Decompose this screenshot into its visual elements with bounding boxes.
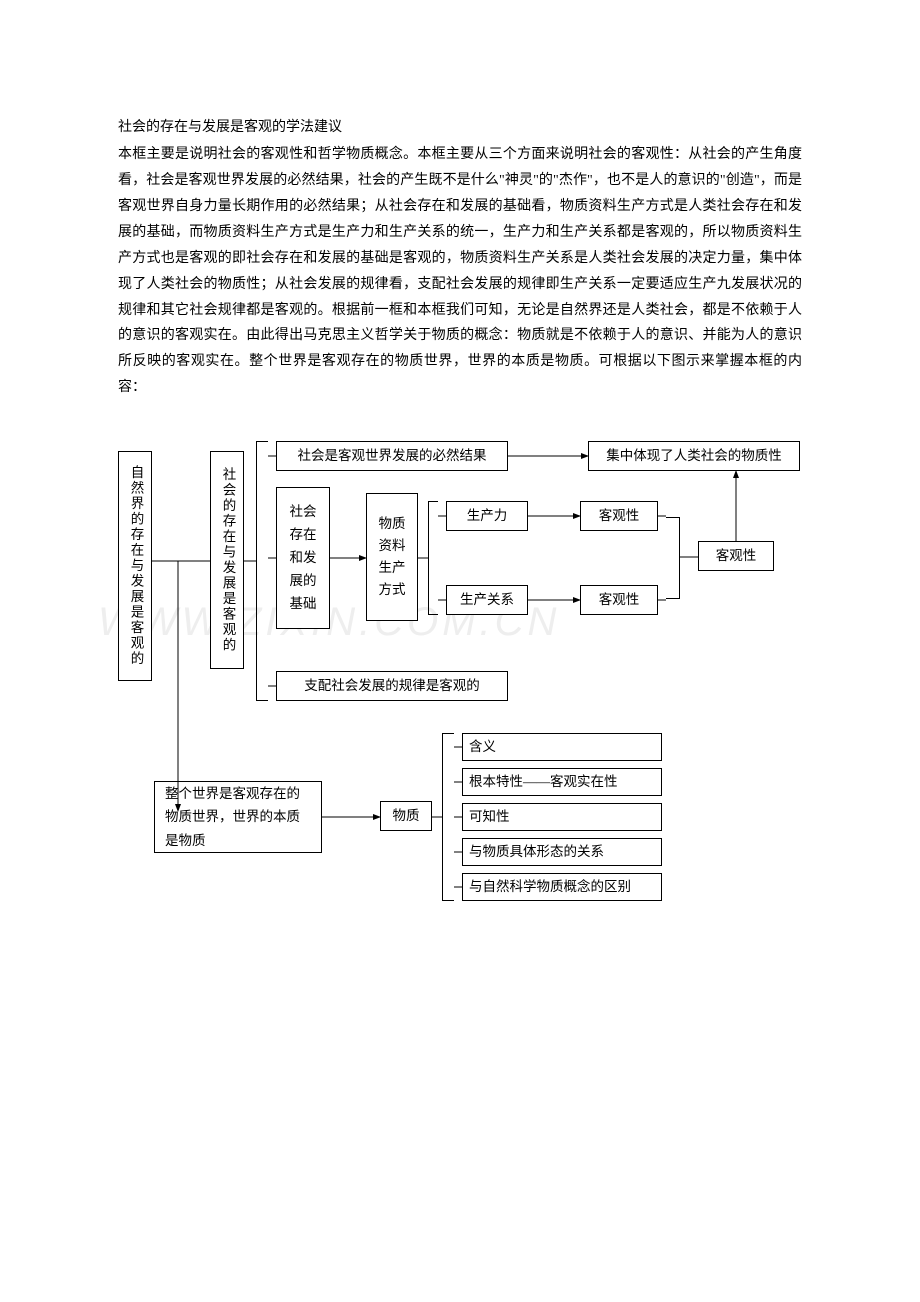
node-material: 物质资料生产方式: [366, 493, 418, 621]
node-basis: 社会存在和发展的基础: [276, 487, 330, 629]
node-m2: 根本特性——客观实在性: [462, 768, 662, 796]
body-paragraph: 本框主要是说明社会的客观性和哲学物质概念。本框主要从三个方面来说明社会的客观性：…: [118, 142, 802, 401]
node-m4: 与物质具体形态的关系: [462, 838, 662, 866]
node-obj2: 客观性: [580, 585, 658, 615]
node-obj3: 客观性: [698, 541, 774, 571]
page-title: 社会的存在与发展是客观的学法建议: [118, 115, 802, 140]
node-obj1: 客观性: [580, 501, 658, 531]
node-row1b: 集中体现了人类社会的物质性: [588, 441, 800, 471]
node-m5: 与自然科学物质概念的区别: [462, 873, 662, 901]
bracket-obj: [666, 517, 680, 599]
node-row1: 社会是客观世界发展的必然结果: [276, 441, 508, 471]
node-row3: 支配社会发展的规律是客观的: [276, 671, 508, 701]
bracket-society: [256, 441, 268, 701]
node-conclusion: 整个世界是客观存在的物质世界，世界的本质是物质: [154, 781, 322, 853]
bracket-material: [428, 501, 438, 615]
node-m1: 含义: [462, 733, 662, 761]
bracket-matter: [442, 733, 454, 901]
node-society: 社会的存在与发展是客观的: [210, 451, 244, 669]
node-matter: 物质: [380, 801, 432, 831]
node-m3: 可知性: [462, 803, 662, 831]
node-prod-rel: 生产关系: [446, 585, 528, 615]
node-nature: 自然界的存在与发展是客观的: [118, 451, 152, 681]
node-prod-force: 生产力: [446, 501, 528, 531]
concept-diagram: WWW.ZIXIN.COM.CN 自然界的存在与发展是客观的 社会的存在与发展是…: [118, 441, 802, 1001]
